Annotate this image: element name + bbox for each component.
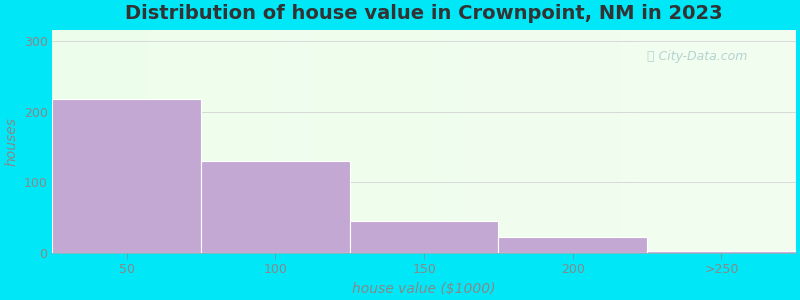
- Bar: [498, 237, 647, 253]
- Bar: [201, 161, 350, 253]
- Bar: [350, 221, 498, 253]
- Y-axis label: houses: houses: [4, 117, 18, 166]
- Bar: [53, 99, 201, 253]
- Title: Distribution of house value in Crownpoint, NM in 2023: Distribution of house value in Crownpoin…: [126, 4, 723, 23]
- X-axis label: house value ($1000): house value ($1000): [352, 282, 496, 296]
- Bar: [647, 251, 796, 253]
- Text: ⭘ City-Data.com: ⭘ City-Data.com: [647, 50, 747, 64]
